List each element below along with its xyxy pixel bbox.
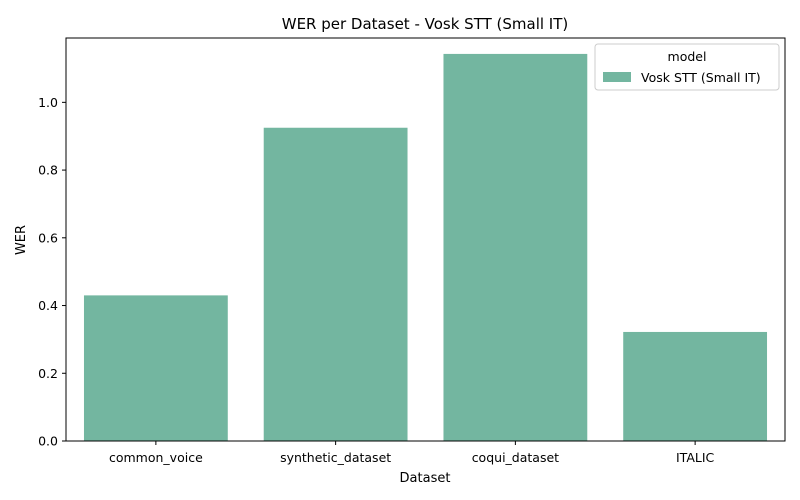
legend-title: model xyxy=(668,49,707,64)
x-axis: common_voice synthetic_dataset coqui_datas… xyxy=(109,441,715,465)
plot-frame xyxy=(65,37,786,442)
legend-entry-label: Vosk STT (Small IT) xyxy=(641,70,761,85)
y-axis-label: WER xyxy=(14,225,29,255)
x-axis-label: Dataset xyxy=(400,471,451,486)
legend: model Vosk STT (Small IT) xyxy=(594,43,780,91)
bar-ITALIC xyxy=(623,331,768,441)
y-tick-label: 1.0 xyxy=(38,95,58,110)
legend-swatch xyxy=(603,72,631,82)
bar-synthetic_dataset xyxy=(263,127,408,441)
y-tick-label: 0.6 xyxy=(38,230,58,245)
bar-coqui_dataset xyxy=(443,53,588,441)
y-axis: 0.0 0.2 0.4 0.6 0.8 1.0 xyxy=(38,95,66,449)
legend-box xyxy=(594,43,780,91)
y-tick-label: 0.4 xyxy=(38,298,58,313)
bars-group xyxy=(83,53,768,441)
x-tick-label: coqui_dataset xyxy=(472,450,559,465)
y-tick-label: 0.0 xyxy=(38,434,58,449)
x-tick-label: ITALIC xyxy=(676,450,715,465)
chart-title: WER per Dataset - Vosk STT (Small IT) xyxy=(282,15,569,33)
bar-common_voice xyxy=(83,295,228,441)
x-tick-label: common_voice xyxy=(109,450,203,465)
y-tick-label: 0.2 xyxy=(38,366,58,381)
y-tick-label: 0.8 xyxy=(38,163,58,178)
x-tick-label: synthetic_dataset xyxy=(280,450,391,465)
